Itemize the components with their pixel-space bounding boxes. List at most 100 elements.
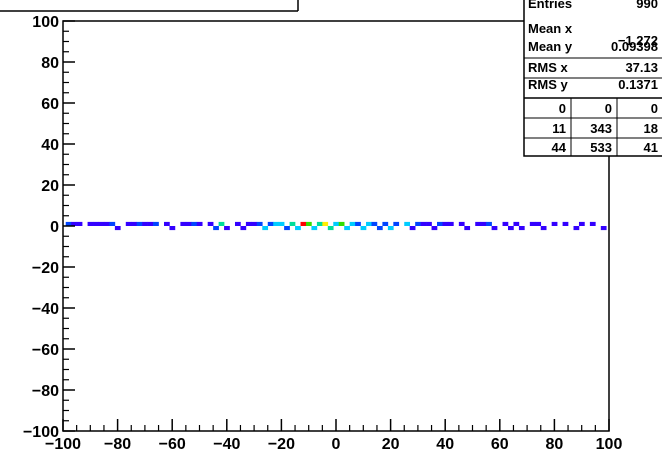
heatmap-cell [486,221,492,226]
heatmap-cell [76,221,83,226]
heatmap-cell [382,221,389,226]
heatmap-cells [65,221,607,231]
heatmap-cell [240,226,247,231]
heatmap-cell [431,226,438,231]
y-tick-label: 60 [41,96,59,113]
heatmap-cell [387,226,394,231]
heatmap-cell [437,221,443,226]
stats-value-mean-y: 0.09398 [611,39,658,54]
y-tick-label: 80 [41,55,59,72]
heatmap-cell [360,226,367,231]
heatmap-cell [573,226,580,231]
heatmap-cell [502,221,509,226]
heatmap-cell [475,221,481,226]
y-tick-label: 40 [41,137,59,154]
heatmap-cell [404,221,411,226]
x-tick-label: −100 [45,436,81,453]
x-tick-label: −40 [213,436,240,453]
heatmap-cell [218,221,225,226]
y-tick-label: −80 [32,383,59,400]
y-tick-label: −100 [23,424,59,441]
heatmap-cell [114,226,121,231]
y-axis-tick-labels: −100 −80 −60 −40 −20 0 20 40 60 80 100 [23,14,59,441]
heatmap-cell [213,226,219,231]
overflow-cell: 44 [552,140,567,155]
heatmap-cell [464,226,471,231]
y-tick-label: 100 [32,14,59,31]
heatmap-cell [295,226,301,231]
x-tick-label: 0 [332,436,341,453]
heatmap-cell [589,221,596,226]
heatmap-cell [393,221,400,226]
heatmap-cell [98,221,105,226]
x-tick-label: −80 [104,436,131,453]
heatmap-cell [289,221,296,226]
overflow-cell: 0 [651,101,658,116]
heatmap-cell [344,226,350,231]
stats-value-mean-x: −1.272 [618,33,658,48]
heatmap-cell [338,221,345,226]
heatmap-cell [447,221,454,226]
heatmap-cell [71,221,77,226]
axis-ticks [62,20,610,432]
heatmap-cell [442,221,449,226]
heatmap-cell [480,221,487,226]
heatmap-cell [103,221,110,226]
overflow-cell: 41 [644,140,658,155]
x-axis-tick-labels: −100 −80 −60 −40 −20 0 20 40 60 80 100 [45,436,622,453]
heatmap-cell [251,221,258,226]
x-tick-label: 80 [546,436,564,453]
x-tick-label: 20 [382,436,400,453]
heatmap-cell [600,226,607,231]
overflow-cell: 343 [590,121,612,136]
heatmap-cell [169,226,176,231]
heatmap-cell [311,226,318,231]
stats-value-rms-y: 0.1371 [618,77,658,92]
heatmap-cell [409,226,416,231]
heatmap-cell [185,221,192,226]
heatmap-cell [305,221,312,226]
heatmap-cell [142,221,148,226]
heatmap-cell [327,226,334,231]
heatmap-cell [578,221,585,226]
heatmap-cell [562,221,569,226]
heatmap-cell [355,221,361,226]
heatmap-cell [518,226,525,231]
heatmap-cell [366,221,372,226]
heatmap-cell [371,221,378,226]
heatmap-cell [196,221,203,226]
stats-label-mean-x: Mean x [528,21,573,36]
heatmap-cell [180,221,187,226]
y-tick-label: −60 [32,342,59,359]
overflow-cell: 533 [590,140,612,155]
heatmap-cell [224,226,230,231]
heatmap-cell [245,221,252,226]
heatmap-cell [551,221,558,226]
y-tick-label: 20 [41,178,59,195]
overflow-cell: 0 [559,101,566,116]
x-tick-label: −20 [268,436,295,453]
x-tick-label: 100 [596,436,623,453]
heatmap-cell [491,226,498,231]
stats-value-rms-x: 37.13 [625,60,658,75]
heatmap-cell [136,221,143,226]
heatmap-cell [153,221,159,226]
heatmap-cell [191,221,198,226]
heatmap-cell [278,221,285,226]
heatmap-cell [415,221,421,226]
x-tick-label: 60 [491,436,509,453]
heatmap-cell [535,221,542,226]
heatmap-cell [262,226,269,231]
heatmap-cell [333,221,340,226]
y-tick-label: −40 [32,301,59,318]
heatmap-cell [540,226,547,231]
y-tick-label: −20 [32,260,59,277]
heatmap-cell [256,221,263,226]
heatmap-cell [207,221,214,226]
overflow-cell: 18 [644,121,658,136]
overflow-cell: 11 [552,121,566,136]
heatmap-cell [87,221,94,226]
heatmap-cell [125,221,132,226]
overflow-cell: 0 [605,101,612,116]
